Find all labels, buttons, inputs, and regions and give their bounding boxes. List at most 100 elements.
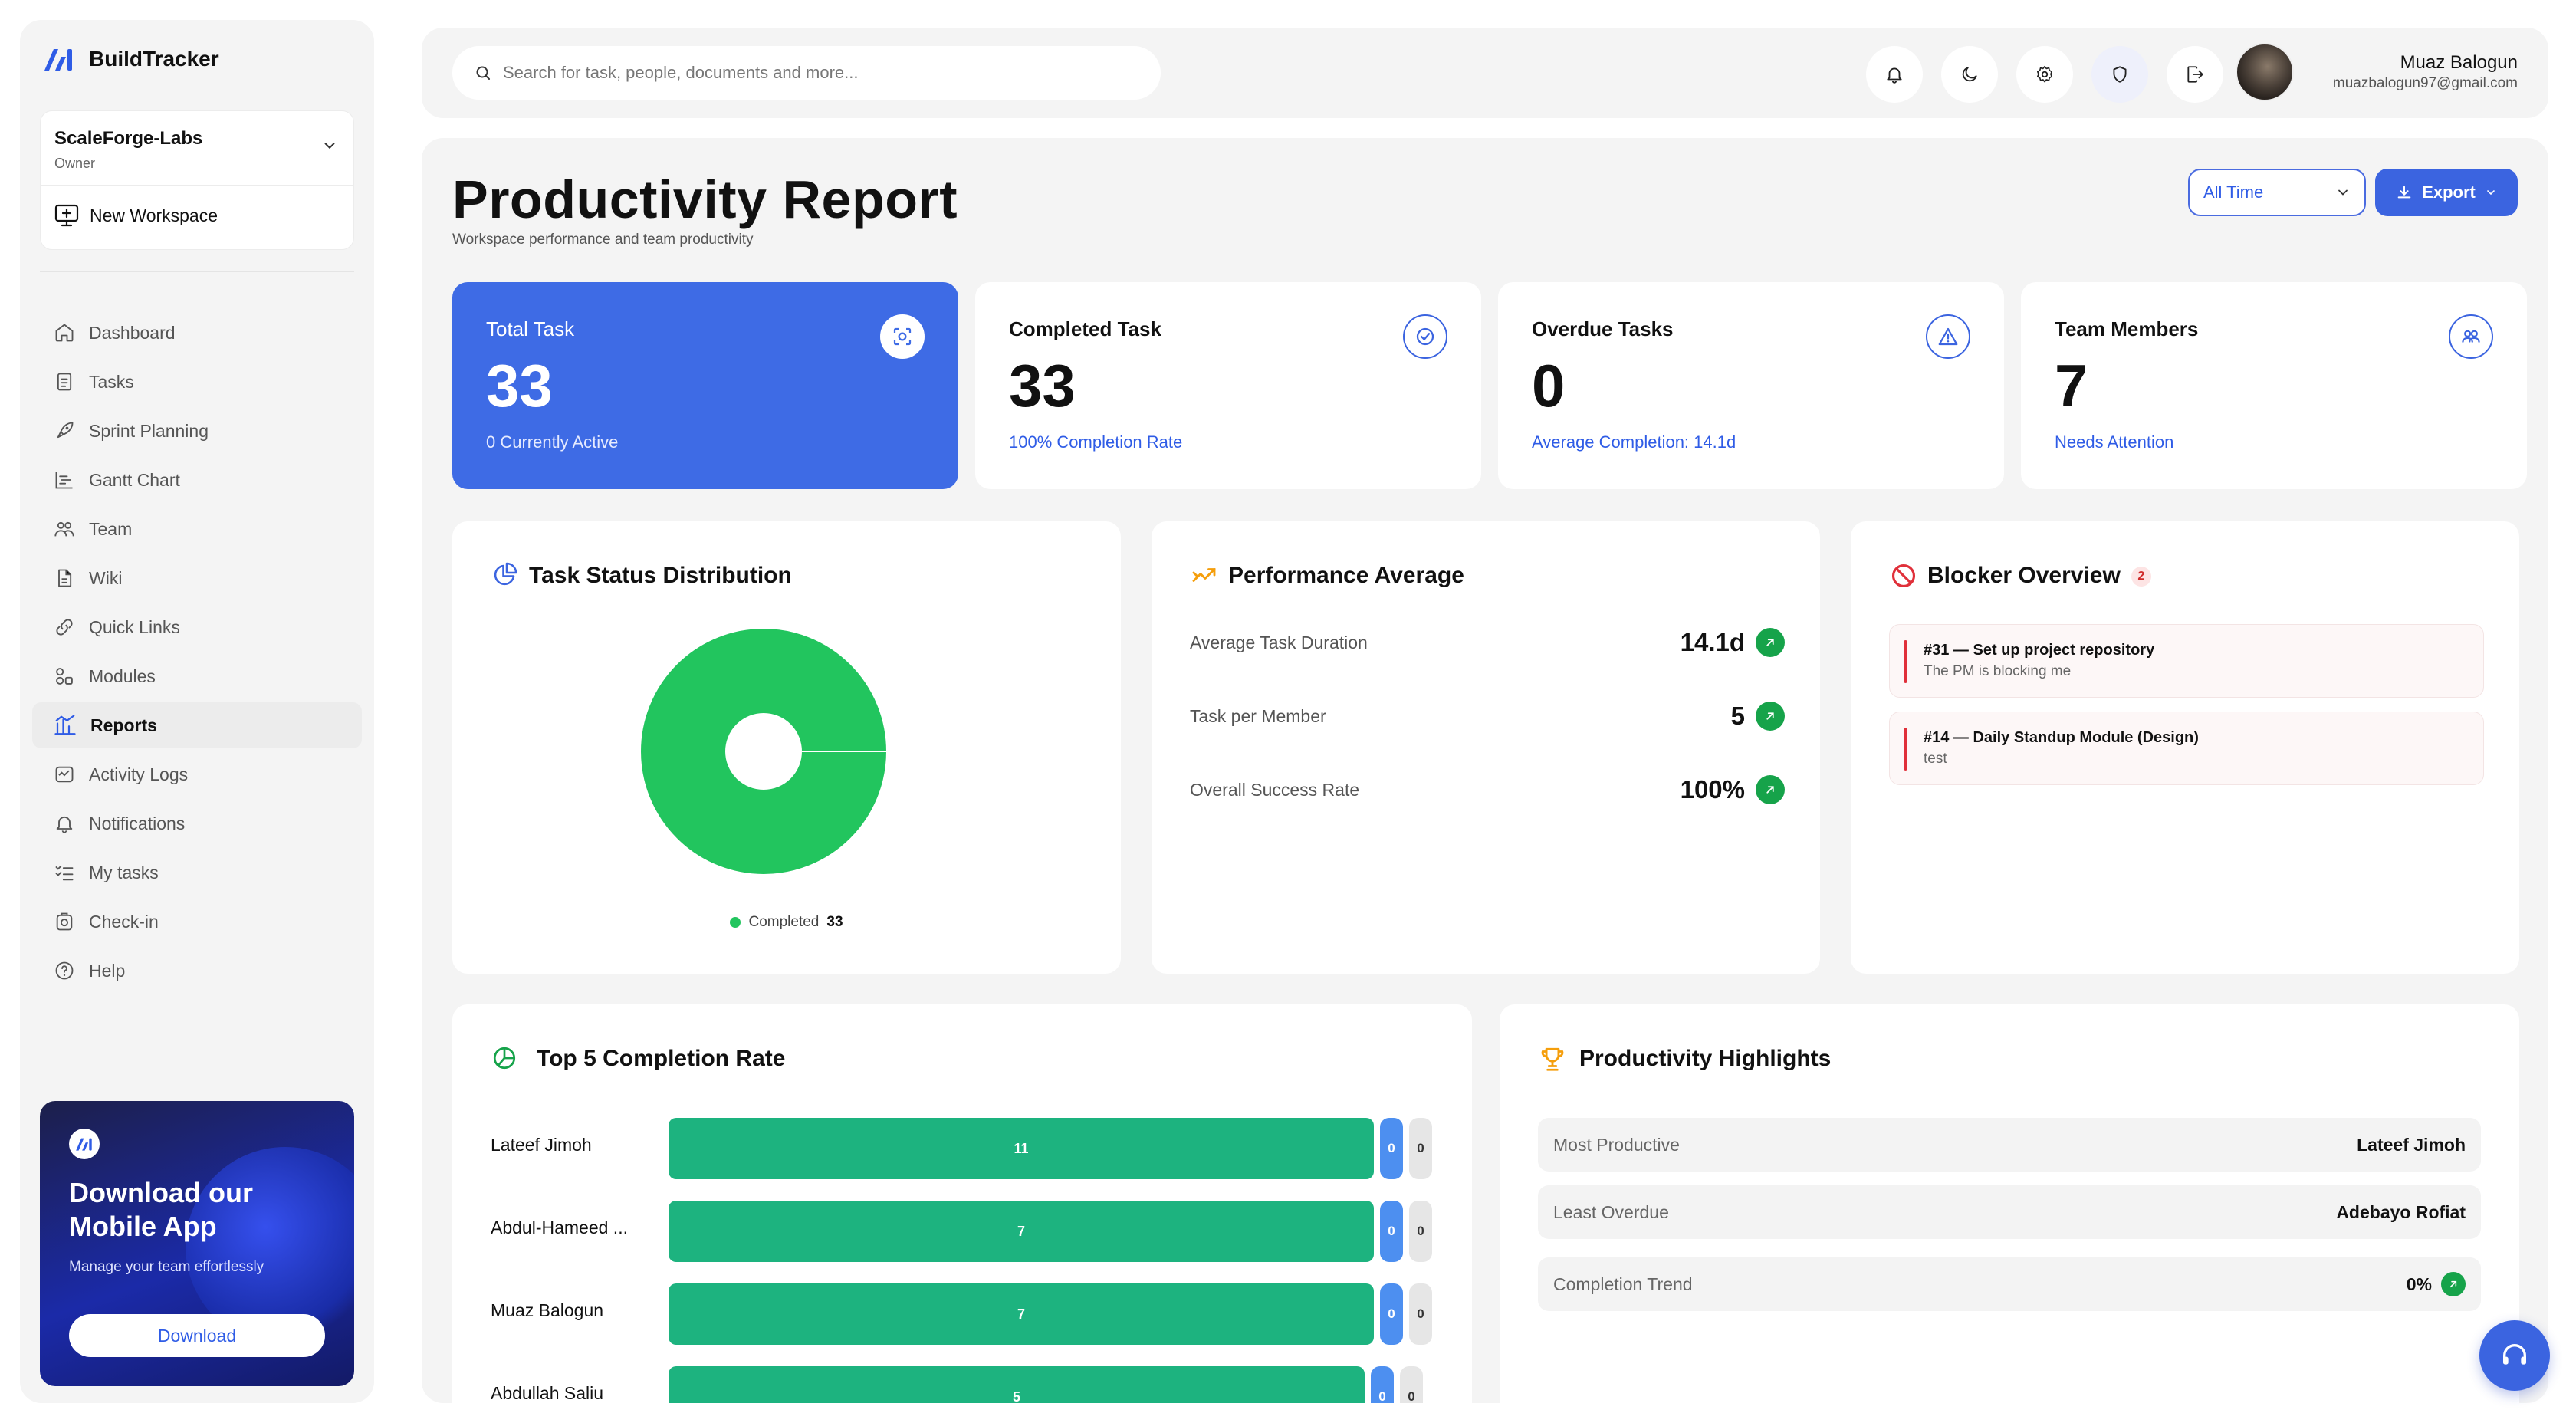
buildtracker-logo-icon <box>44 49 72 71</box>
pie-chart-icon <box>494 562 518 586</box>
panel-title: Task Status Distribution <box>529 563 792 588</box>
arrow-up-right-icon <box>1756 775 1785 804</box>
stat-label: Total Task <box>486 317 575 340</box>
blocker-description: test <box>1924 751 1947 767</box>
notifications-button[interactable] <box>1866 46 1923 103</box>
theme-toggle-button[interactable] <box>1941 46 1998 103</box>
sidebar-item-tasks[interactable]: Tasks <box>32 359 362 405</box>
highlight-value: 0% <box>2406 1273 2432 1294</box>
export-button[interactable]: Export <box>2375 169 2518 216</box>
brand[interactable]: BuildTracker <box>43 46 219 72</box>
search-input[interactable] <box>503 63 1116 83</box>
sidebar-item-notifications[interactable]: Notifications <box>32 800 362 846</box>
pending-bar: 0 <box>1409 1201 1432 1262</box>
time-filter-select[interactable]: All Time <box>2188 169 2366 216</box>
highlight-row: Least Overdue Adebayo Rofiat <box>1538 1185 2481 1239</box>
highlight-row: Completion Trend 0% <box>1538 1257 2481 1311</box>
highlight-label: Least Overdue <box>1553 1201 1669 1222</box>
avatar[interactable] <box>2236 43 2294 101</box>
stat-footnote: 100% Completion Rate <box>1009 432 1183 452</box>
metric-row: Task per Member 5 <box>1190 693 1785 739</box>
help-icon <box>55 961 74 980</box>
sidebar-item-quick-links[interactable]: Quick Links <box>32 604 362 650</box>
stat-footnote: 0 Currently Active <box>486 432 619 452</box>
blocker-title: #31 — Set up project repository <box>1924 642 2155 659</box>
metric-label: Average Task Duration <box>1190 632 1368 652</box>
logout-button[interactable] <box>2167 46 2223 103</box>
chevron-down-icon <box>2338 189 2348 196</box>
task-status-donut-chart <box>641 629 886 874</box>
main-content: Productivity Report Workspace performanc… <box>422 138 2548 1403</box>
stat-card-total-task: Total Task 33 0 Currently Active <box>452 282 958 489</box>
metric-value: 14.1d <box>1680 628 1745 656</box>
blocker-accent <box>1904 640 1907 683</box>
highlight-label: Most Productive <box>1553 1134 1680 1155</box>
sidebar-item-label: My tasks <box>89 862 159 882</box>
gantt-icon <box>55 472 73 489</box>
highlights-panel: Productivity Highlights Most Productive … <box>1500 1004 2519 1403</box>
sidebar-item-sprint-planning[interactable]: Sprint Planning <box>32 408 362 454</box>
highlight-value-group: 0% <box>2407 1272 2466 1296</box>
document-icon <box>58 569 72 587</box>
sidebar-item-reports[interactable]: Reports <box>32 702 362 748</box>
team-icon <box>54 521 74 537</box>
chevron-down-icon[interactable] <box>321 137 338 154</box>
user-email: muazbalogun97@gmail.com <box>2332 75 2518 91</box>
sidebar-item-label: Tasks <box>89 371 134 392</box>
blocker-panel: Blocker Overview 2 #31 — Set up project r… <box>1851 521 2519 974</box>
sidebar-item-wiki[interactable]: Wiki <box>32 555 362 601</box>
panel-title: Productivity Highlights <box>1579 1046 1832 1071</box>
bell-icon <box>1887 67 1902 84</box>
highlight-label: Completion Trend <box>1553 1273 1693 1294</box>
blocker-item[interactable]: #31 — Set up project repository The PM i… <box>1889 624 2484 698</box>
download-button[interactable]: Download <box>69 1314 325 1357</box>
security-button[interactable] <box>2091 46 2148 103</box>
mobile-app-promo: Download our Mobile App Manage your team… <box>40 1101 354 1386</box>
brand-name: BuildTracker <box>89 47 219 71</box>
blocker-description: The PM is blocking me <box>1924 663 2072 679</box>
panel-title: Blocker Overview 2 <box>1927 563 2151 589</box>
support-chat-button[interactable] <box>2479 1320 2550 1391</box>
promo-subtitle: Manage your team effortlessly <box>69 1259 264 1275</box>
metric-label: Overall Success Rate <box>1190 779 1360 800</box>
highlight-value: Adebayo Rofiat <box>2336 1201 2466 1222</box>
sidebar-item-check-in[interactable]: Check-in <box>32 899 362 945</box>
trophy-icon <box>1541 1047 1564 1071</box>
export-label: Export <box>2422 182 2476 202</box>
modules-icon <box>56 668 73 685</box>
rocket-icon <box>57 422 74 439</box>
sidebar-item-dashboard[interactable]: Dashboard <box>32 310 362 356</box>
sidebar-item-help[interactable]: Help <box>32 948 362 994</box>
stat-value: 33 <box>486 352 553 419</box>
sidebar-item-label: Wiki <box>89 567 123 588</box>
settings-button[interactable] <box>2016 46 2073 103</box>
search-bar[interactable] <box>452 46 1161 100</box>
completed-bar: 5 <box>669 1366 1365 1403</box>
link-icon <box>56 619 73 636</box>
sidebar-nav: Dashboard Tasks Sprint Planning Gantt Ch… <box>32 310 362 997</box>
legend-label: Completed <box>748 914 820 930</box>
legend-swatch <box>730 917 741 928</box>
warning-icon <box>1926 314 1970 359</box>
stat-footnote: Average Completion: 14.1d <box>1532 432 1737 452</box>
sidebar-item-modules[interactable]: Modules <box>32 653 362 699</box>
workspace-switcher[interactable]: ScaleForge-Labs Owner New Workspace <box>40 110 354 250</box>
blocker-item[interactable]: #14 — Daily Standup Module (Design) test <box>1889 712 2484 785</box>
sidebar-item-label: Notifications <box>89 813 186 833</box>
sidebar-item-team[interactable]: Team <box>32 506 362 552</box>
home-icon <box>55 324 74 342</box>
completion-row: Lateef Jimoh 11 0 0 <box>491 1118 1434 1179</box>
metric-row: Overall Success Rate 100% <box>1190 767 1785 813</box>
sidebar-item-label: Sprint Planning <box>89 420 209 441</box>
sidebar-item-activity-logs[interactable]: Activity Logs <box>32 751 362 797</box>
promo-decoration <box>186 1147 354 1346</box>
blocker-count-badge: 2 <box>2131 567 2151 587</box>
camera-icon <box>56 912 73 931</box>
reports-icon <box>54 715 76 735</box>
stat-value: 0 <box>1532 352 1566 419</box>
new-workspace-button[interactable]: New Workspace <box>54 192 218 238</box>
stat-footnote: Needs Attention <box>2055 432 2174 452</box>
sidebar-item-my-tasks[interactable]: My tasks <box>32 850 362 896</box>
stat-card-team-members: Team Members 7 Needs Attention <box>2021 282 2527 489</box>
sidebar-item-gantt-chart[interactable]: Gantt Chart <box>32 457 362 503</box>
